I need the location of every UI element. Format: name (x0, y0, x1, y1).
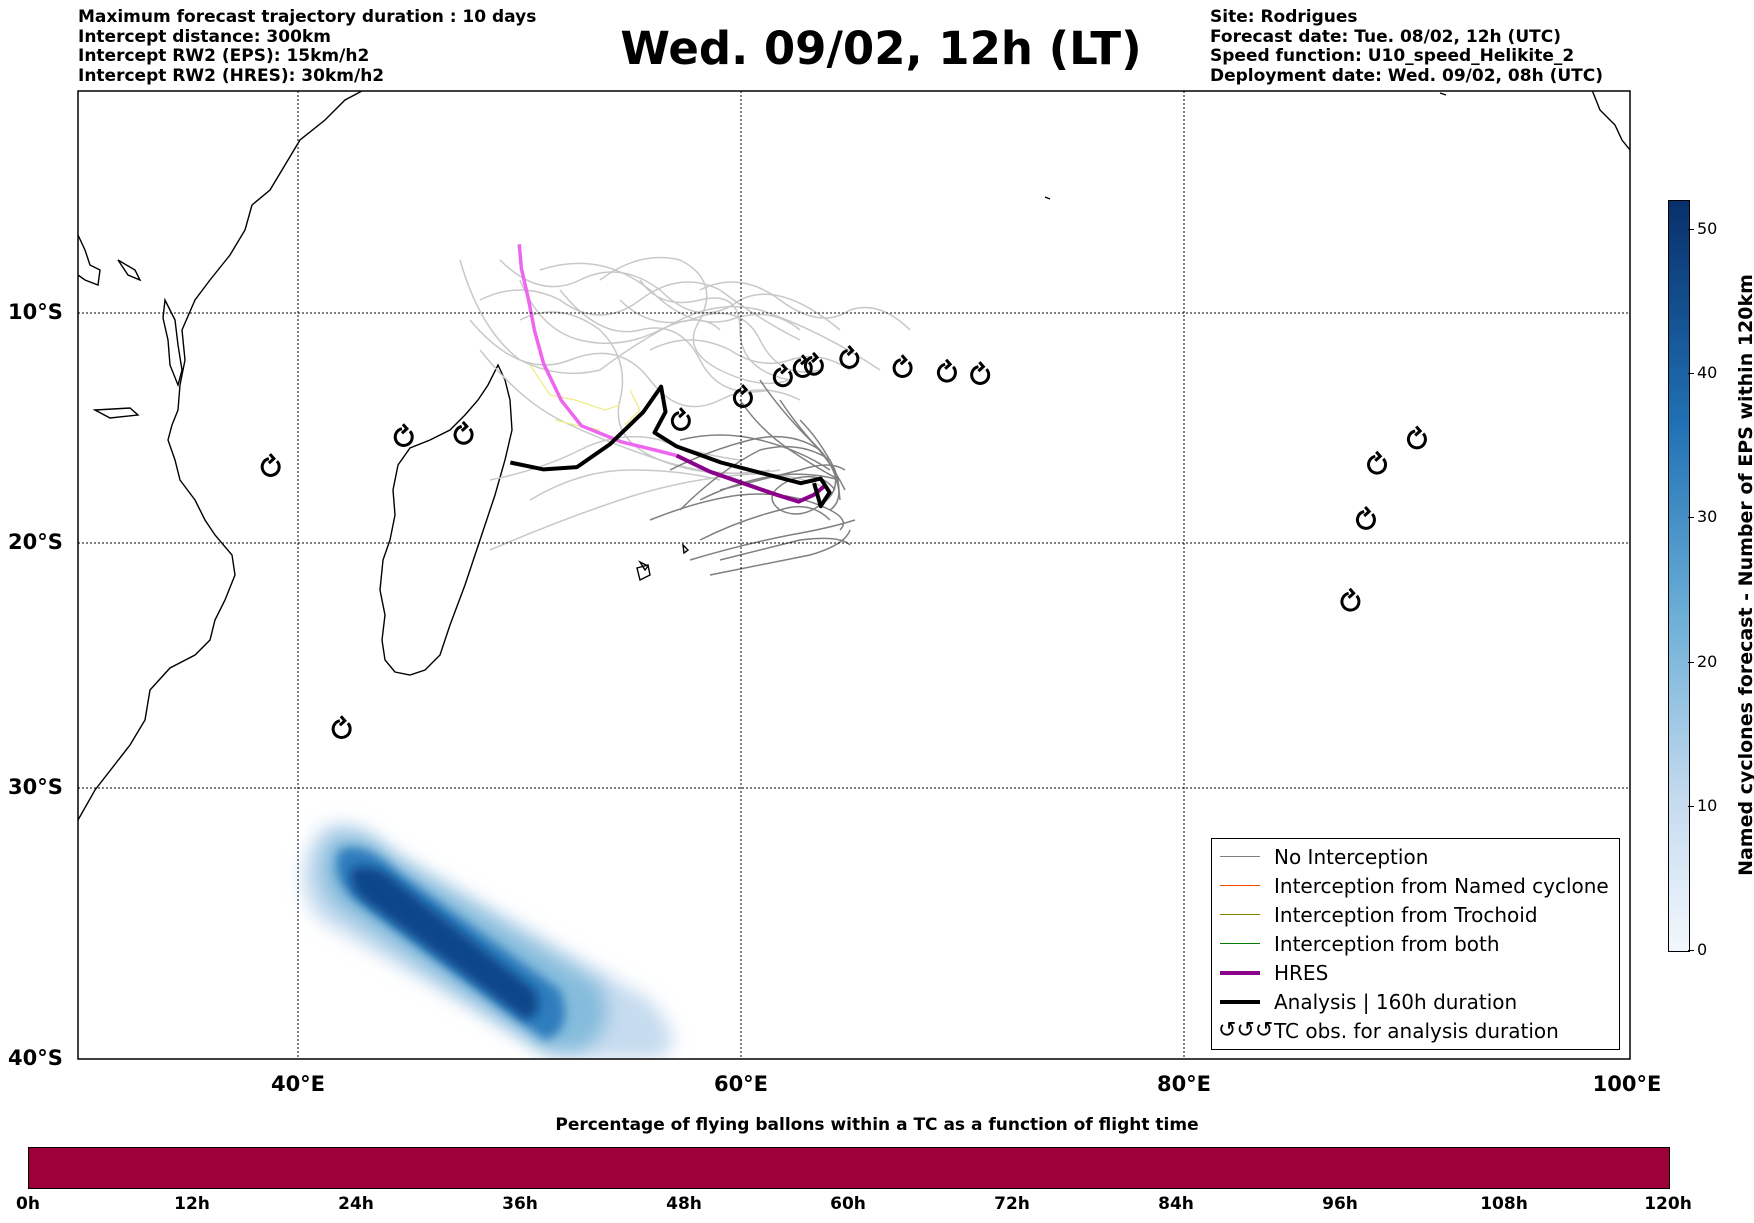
colorbar-tick-label: 40 (1697, 363, 1718, 383)
legend-swatch-hres (1220, 970, 1260, 975)
eps-density-heat (302, 823, 673, 1059)
legend-swatch-both (1220, 942, 1260, 945)
legend-label-named-cyclone: Interception from Named cyclone (1274, 873, 1609, 898)
tc-obs-marker (331, 715, 352, 739)
flight-time-tick-label: 24h (338, 1194, 374, 1214)
page-title: Wed. 09/02, 12h (LT) (0, 22, 1754, 75)
eps-colorbar-label: Named cyclones forecast - Number of EPS … (1735, 274, 1754, 876)
tc-obs-marker (803, 351, 824, 376)
flight-time-tick-label: 84h (1158, 1194, 1194, 1214)
lon-label-40e: 40°E (270, 1072, 326, 1096)
flight-time-tick-label: 36h (502, 1194, 538, 1214)
colorbar-tick-label: 50 (1697, 218, 1718, 238)
tc-obs-marker (936, 358, 957, 383)
lat-label-30s: 30°S (8, 775, 63, 799)
tc-obs-marker (1340, 587, 1361, 612)
lon-label-60e: 60°E (713, 1072, 769, 1096)
legend-label-tc-obs: TC obs. for analysis duration (1274, 1018, 1559, 1043)
colorbar-tick-mark (1688, 228, 1694, 230)
speed-function-text: Speed function: U10_speed_Helikite_2 (1210, 46, 1575, 66)
tc-obs-marker (1355, 506, 1376, 530)
flight-time-tick-label: 108h (1480, 1194, 1528, 1214)
colorbar-tick-mark (1688, 373, 1694, 375)
tc-obs-marker (670, 407, 691, 431)
flight-time-tick-label: 12h (174, 1194, 210, 1214)
colorbar-tick-label: 0 (1697, 940, 1708, 959)
intercept-eps-text: Intercept RW2 (EPS): 15km/h2 (78, 46, 370, 66)
deployment-date-text: Deployment date: Wed. 09/02, 08h (UTC) (1210, 65, 1604, 86)
eps-tracks-no-interception (649, 379, 856, 576)
legend-swatch-analysis (1220, 999, 1260, 1004)
lat-label-40s: 40°S (8, 1046, 63, 1070)
header-left-info: Maximum forecast trajectory duration : 1… (78, 7, 537, 86)
analysis-track (509, 384, 832, 509)
legend-label-hres: HRES (1274, 960, 1329, 985)
legend-label-no-interception: No Interception (1274, 844, 1429, 869)
hres-track (675, 453, 827, 504)
tc-obs-marker (1406, 425, 1427, 450)
tc-obs-marker (732, 384, 753, 408)
tc-obs-marker (453, 420, 474, 445)
tc-obs-markers (260, 345, 1427, 739)
tc-obs-marker (970, 361, 991, 385)
colorbar-tick-mark (1688, 950, 1694, 951)
lat-label-10s: 10°S (8, 300, 63, 324)
tc-obs-marker (892, 354, 913, 378)
legend-swatch-no-interception (1220, 855, 1260, 858)
max-duration-text: Maximum forecast trajectory duration : 1… (78, 7, 537, 27)
legend-swatch-named-cyclone (1220, 884, 1260, 887)
colorbar-tick-label: 20 (1697, 651, 1718, 671)
legend-swatch-trochoid (1220, 913, 1260, 916)
lat-label-20s: 20°S (8, 530, 63, 554)
lon-label-80e: 80°E (1156, 1072, 1212, 1096)
colorbar-tick-label: 10 (1697, 795, 1718, 815)
hres-light-track (517, 244, 678, 458)
map-legend: No Interception Interception from Named … (1211, 838, 1620, 1050)
bottom-bar-title: Percentage of flying ballons within a TC… (555, 1115, 1199, 1135)
eps-tracks-yellow (529, 364, 641, 431)
colorbar-tick-mark (1688, 517, 1694, 519)
site-text: Site: Rodrigues (1210, 7, 1358, 27)
flight-time-tick-label: 120h (1644, 1194, 1692, 1214)
flight-time-tick-label: 96h (1322, 1194, 1358, 1214)
intercept-distance-text: Intercept distance: 300km (78, 26, 331, 47)
header-right-info: Site: Rodrigues Forecast date: Tue. 08/0… (1210, 7, 1604, 86)
map-frame (77, 90, 1631, 1060)
tc-obs-marker (393, 423, 414, 447)
eps-colorbar (1668, 200, 1690, 952)
coastlines (78, 91, 1630, 821)
tc-obs-marker (260, 453, 281, 477)
flight-time-tick-label: 72h (994, 1194, 1030, 1214)
tc-obs-marker (1367, 450, 1388, 475)
legend-label-analysis: Analysis | 160h duration (1274, 989, 1518, 1014)
grid-lines (78, 91, 1630, 1059)
lon-label-100e: 100°E (1592, 1072, 1662, 1096)
flight-time-tick-label: 60h (830, 1194, 866, 1214)
flight-time-tick-label: 0h (16, 1194, 40, 1214)
tc-obs-marker (772, 363, 793, 388)
flight-time-tick-label: 48h (666, 1194, 702, 1214)
tc-obs-marker (839, 345, 860, 369)
legend-label-both: Interception from both (1274, 931, 1500, 956)
title-text: Wed. 09/02, 12h (LT) (620, 22, 1142, 75)
colorbar-tick-label: 30 (1697, 507, 1718, 527)
colorbar-tick-mark (1688, 661, 1694, 663)
legend-label-trochoid: Interception from Trochoid (1274, 902, 1538, 927)
intercept-hres-text: Intercept RW2 (HRES): 30km/h2 (78, 65, 385, 86)
forecast-date-text: Forecast date: Tue. 08/02, 12h (UTC) (1210, 26, 1561, 47)
tc-obs-icon: ↺↺↺ (1218, 1018, 1274, 1043)
colorbar-tick-mark (1688, 805, 1694, 807)
flight-time-bar (28, 1147, 1670, 1189)
map-plot-area (78, 91, 1630, 1059)
